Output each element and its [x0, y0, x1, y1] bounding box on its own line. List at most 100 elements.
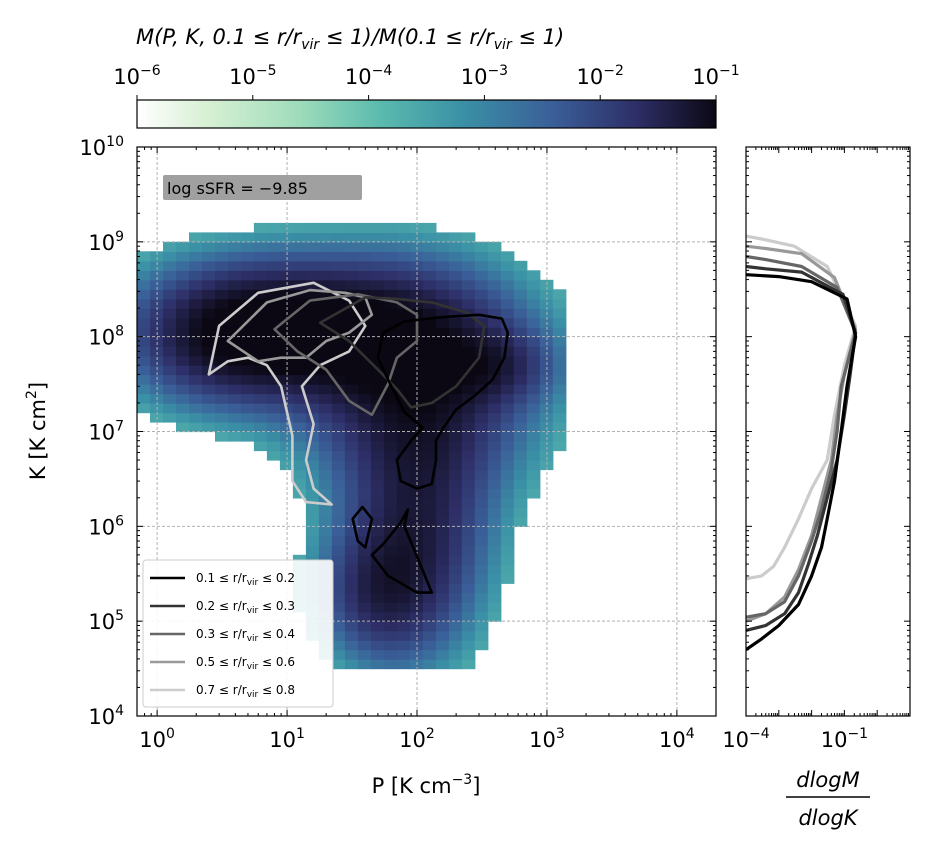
- heatmap-cell: [396, 573, 411, 584]
- legend-label: 0.5 ≤ r/rvir ≤ 0.6: [196, 655, 295, 672]
- heatmap-cell: [228, 393, 242, 404]
- heatmap-cell: [474, 346, 489, 357]
- heatmap-cell: [215, 422, 229, 433]
- heatmap-cell: [383, 630, 398, 641]
- heatmap-cell: [422, 298, 437, 309]
- heatmap-cell: [176, 308, 190, 319]
- heatmap-cell: [461, 507, 476, 518]
- heatmap-cell: [241, 308, 255, 319]
- heatmap-cell: [500, 289, 515, 300]
- heatmap-cell: [448, 384, 463, 395]
- heatmap-cell: [318, 355, 333, 366]
- heatmap-cell: [215, 393, 229, 404]
- heatmap-cell: [500, 516, 515, 527]
- heatmap-cell: [396, 384, 411, 395]
- heatmap-cell: [318, 450, 333, 461]
- heatmap-cell: [422, 469, 437, 480]
- heatmap-cell: [370, 450, 385, 461]
- heatmap-cell: [409, 611, 424, 622]
- heatmap-cell: [487, 279, 502, 290]
- heatmap-cell: [474, 630, 489, 641]
- heatmap-cell: [163, 336, 177, 347]
- heatmap-cell: [370, 222, 385, 233]
- heatmap-cell: [448, 469, 463, 480]
- heatmap-cell: [383, 308, 398, 319]
- heatmap-cell: [435, 592, 450, 603]
- heatmap-cell: [461, 649, 476, 660]
- heatmap-cell: [357, 260, 372, 271]
- heatmap-cell: [435, 232, 450, 243]
- heatmap-cell: [357, 403, 372, 414]
- heatmap-cell: [461, 374, 476, 385]
- heatmap-cell: [357, 573, 372, 584]
- heatmap-cell: [435, 554, 450, 565]
- heatmap-cell: [292, 270, 307, 281]
- heatmap-cell: [331, 355, 346, 366]
- heatmap-cell: [357, 460, 372, 471]
- heatmap-cell: [383, 365, 398, 376]
- heatmap-cell: [448, 346, 463, 357]
- heatmap-cell: [137, 327, 151, 338]
- y-tick-label: 105: [88, 608, 124, 634]
- heatmap-cell: [305, 336, 320, 347]
- heatmap-cell: [526, 308, 541, 319]
- heatmap-cell: [344, 241, 359, 252]
- heatmap-cell: [357, 592, 372, 603]
- heatmap-cell: [253, 327, 268, 338]
- heatmap-cell: [241, 346, 255, 357]
- heatmap-cell: [383, 393, 398, 404]
- heatmap-cell: [344, 450, 359, 461]
- heatmap-cell: [137, 393, 151, 404]
- heatmap-cell: [461, 232, 476, 243]
- heatmap-cell: [370, 507, 385, 518]
- heatmap-cell: [253, 365, 268, 376]
- heatmap-cell: [176, 365, 190, 376]
- colorbar-ticks: [136, 95, 717, 100]
- heatmap-cell: [448, 308, 463, 319]
- heatmap-cell: [526, 412, 541, 423]
- heatmap-cell: [370, 460, 385, 471]
- heatmap-cell: [448, 365, 463, 376]
- heatmap-cell: [370, 260, 385, 271]
- heatmap-cell: [292, 469, 307, 480]
- heatmap-cell: [435, 260, 450, 271]
- heatmap-cell: [448, 374, 463, 385]
- heatmap-cell: [344, 516, 359, 527]
- heatmap-cell: [215, 279, 229, 290]
- heatmap-cell: [370, 298, 385, 309]
- heatmap-cell: [176, 374, 190, 385]
- heatmap-cell: [435, 317, 450, 328]
- heatmap-cell: [526, 393, 541, 404]
- heatmap-cell: [487, 441, 502, 452]
- heatmap-cell: [409, 535, 424, 546]
- heatmap-cell: [461, 384, 476, 395]
- heatmap-cell: [266, 336, 281, 347]
- heatmap-cell: [357, 583, 372, 594]
- heatmap-cell: [370, 469, 385, 480]
- heatmap-cell: [409, 441, 424, 452]
- heatmap-cell: [137, 279, 151, 290]
- heatmap-cell: [383, 412, 398, 423]
- heatmap-cell: [487, 422, 502, 433]
- contour-line: [318, 296, 486, 409]
- heatmap-cell: [331, 573, 346, 584]
- colorbar-label: M(P, K, 0.1 ≤ r/rvir ≤ 1)/M(0.1 ≤ r/rvir…: [136, 25, 564, 53]
- main-x-axis-label: P [K cm−3]: [372, 772, 481, 798]
- colorbar-gradient: [136, 99, 717, 129]
- heatmap-cell: [137, 346, 151, 357]
- heatmap-cell: [292, 232, 307, 243]
- heatmap-cell: [422, 327, 437, 338]
- heatmap-cell: [383, 640, 398, 651]
- heatmap-cell: [305, 403, 320, 414]
- heatmap-cell: [435, 365, 450, 376]
- heatmap-cell: [526, 355, 541, 366]
- heatmap-cell: [344, 317, 359, 328]
- heatmap-cell: [396, 611, 411, 622]
- heatmap-cell: [189, 346, 203, 357]
- heatmap-cell: [370, 327, 385, 338]
- heatmap-cell: [202, 374, 216, 385]
- colorbar-tick-label: 10−2: [577, 63, 624, 89]
- heatmap-cell: [474, 422, 489, 433]
- heatmap-cell: [487, 460, 502, 471]
- heatmap-cell: [435, 336, 450, 347]
